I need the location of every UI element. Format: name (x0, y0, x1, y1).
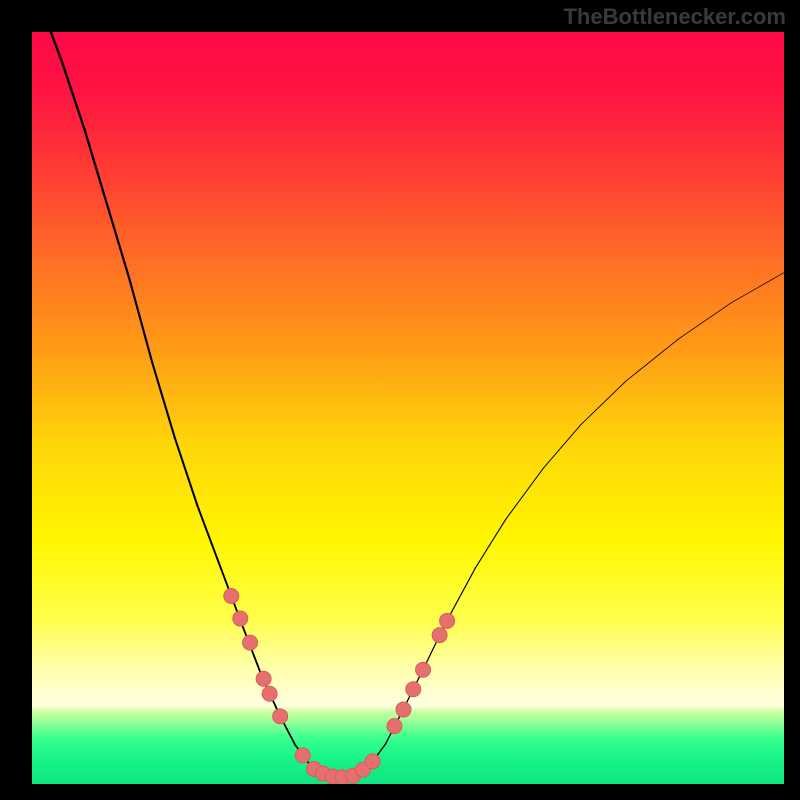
curve-segment (243, 626, 262, 675)
scatter-markers (224, 589, 455, 785)
scatter-marker (440, 613, 455, 628)
scatter-marker (295, 748, 310, 763)
curve-segment (626, 339, 679, 381)
scatter-marker (432, 628, 447, 643)
curve-segment (679, 303, 732, 339)
curve-segment (506, 468, 544, 519)
scatter-marker (233, 611, 248, 626)
curve-segment (85, 130, 108, 205)
scatter-marker (365, 754, 380, 769)
scatter-marker (396, 702, 411, 717)
chart-svg-layer (32, 32, 784, 784)
curve-segment (731, 273, 784, 303)
watermark-text: TheBottlenecker.com (563, 4, 786, 30)
curve-segment (543, 425, 581, 469)
curve-segment (107, 205, 130, 280)
scatter-marker (406, 682, 421, 697)
curve-segment (197, 506, 220, 566)
scatter-marker (416, 662, 431, 677)
outer-frame: TheBottlenecker.com (0, 0, 800, 800)
scatter-marker (224, 589, 239, 604)
curve-segment (175, 438, 198, 506)
scatter-marker (243, 635, 258, 650)
plot-area (32, 32, 784, 784)
scatter-marker (256, 671, 271, 686)
curve-segment (476, 519, 506, 567)
scatter-marker (262, 686, 277, 701)
scatter-marker (387, 719, 402, 734)
scatter-marker (273, 709, 288, 724)
curve-segment (51, 32, 62, 62)
curve-segment (130, 280, 153, 363)
curve-segment (62, 62, 85, 130)
curve-segment (152, 363, 175, 438)
curve-segment (581, 381, 626, 425)
